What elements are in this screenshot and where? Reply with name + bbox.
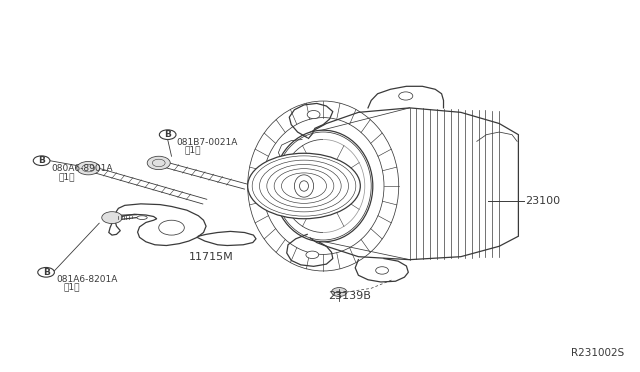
- Text: （1）: （1）: [59, 172, 76, 181]
- Circle shape: [332, 288, 347, 296]
- Polygon shape: [109, 204, 206, 246]
- Polygon shape: [157, 161, 248, 189]
- Ellipse shape: [274, 130, 372, 242]
- Circle shape: [159, 220, 184, 235]
- Circle shape: [33, 156, 50, 166]
- Circle shape: [77, 161, 100, 175]
- Circle shape: [147, 156, 170, 170]
- Text: 23100: 23100: [525, 196, 560, 206]
- Text: （1）: （1）: [64, 283, 81, 292]
- Text: 081B7-0021A: 081B7-0021A: [177, 138, 238, 147]
- Text: R231002S: R231002S: [571, 348, 624, 358]
- Circle shape: [38, 267, 54, 277]
- Circle shape: [102, 212, 122, 224]
- Ellipse shape: [294, 175, 314, 197]
- Text: B: B: [38, 156, 45, 165]
- Ellipse shape: [306, 251, 319, 259]
- Polygon shape: [86, 166, 207, 204]
- Text: 11715M: 11715M: [189, 253, 234, 262]
- Circle shape: [159, 130, 176, 140]
- Text: 081A6-8201A: 081A6-8201A: [56, 275, 118, 284]
- Text: （1）: （1）: [184, 145, 201, 154]
- Ellipse shape: [137, 216, 147, 219]
- Ellipse shape: [376, 267, 388, 274]
- Text: B: B: [43, 268, 49, 277]
- Polygon shape: [307, 108, 518, 260]
- Text: 23139B: 23139B: [328, 291, 371, 301]
- Text: B: B: [164, 130, 171, 139]
- Ellipse shape: [399, 92, 413, 100]
- Text: 080A6-8901A: 080A6-8901A: [51, 164, 113, 173]
- Ellipse shape: [248, 153, 360, 219]
- Ellipse shape: [300, 181, 308, 191]
- Ellipse shape: [307, 110, 320, 119]
